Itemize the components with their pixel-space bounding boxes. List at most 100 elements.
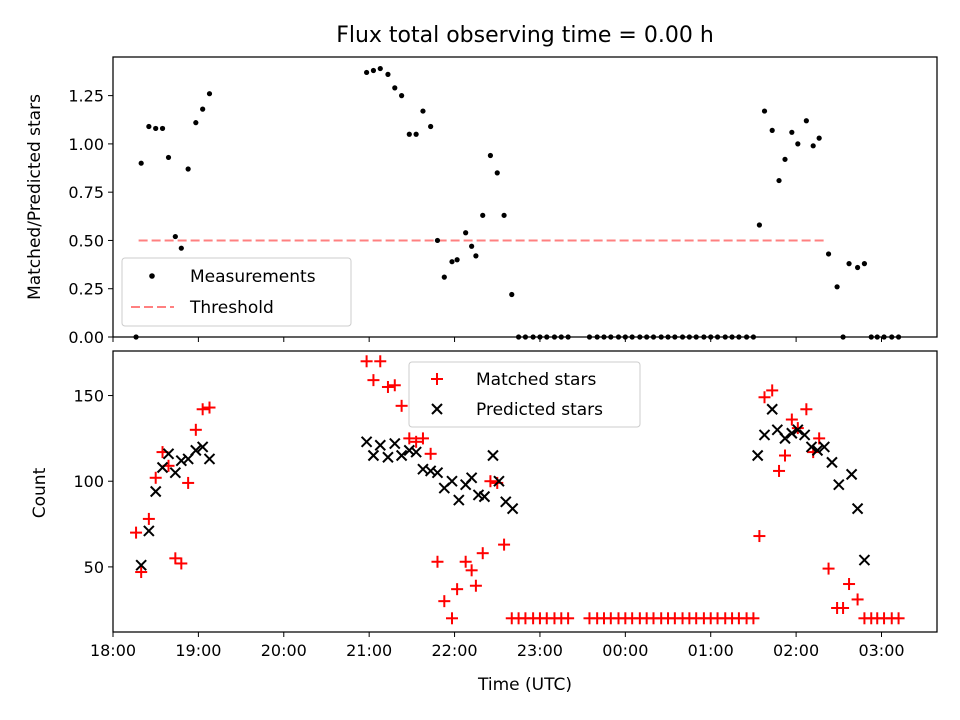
matched-star-point xyxy=(175,557,188,570)
measurement-point xyxy=(193,120,199,126)
bottom-data xyxy=(130,355,905,625)
measurement-point xyxy=(413,131,419,137)
top-yticks: 0.00 0.25 0.50 0.75 1.00 1.25 xyxy=(68,87,113,347)
predicted-star-point xyxy=(805,441,818,453)
matched-star-point xyxy=(395,399,408,412)
matched-star-point xyxy=(469,579,482,592)
predicted-star-point xyxy=(424,465,437,477)
matched-star-point xyxy=(851,593,864,606)
measurement-point xyxy=(834,284,840,290)
measurement-point xyxy=(449,259,455,265)
predicted-star-point xyxy=(203,453,216,465)
bottom-legend-box xyxy=(408,361,641,428)
measurement-point xyxy=(480,212,486,218)
measurement-point xyxy=(364,69,370,76)
top-axes-frame xyxy=(112,56,938,338)
measurement-point xyxy=(494,170,500,176)
matched-star-point xyxy=(766,384,779,397)
matched-star-point xyxy=(562,612,575,625)
predicted-star-point xyxy=(410,446,422,458)
predicted-star-point xyxy=(786,427,798,439)
predicted-star-point xyxy=(382,451,394,463)
legend-predicted-marker xyxy=(431,403,443,415)
predicted-star-point xyxy=(779,432,791,445)
bottom-yticks: 50 100 150 xyxy=(73,387,113,577)
measurement-point xyxy=(153,125,159,132)
bottom-xtick-label: 23:00 xyxy=(517,641,563,660)
matched-star-point xyxy=(416,432,429,445)
matched-star-point xyxy=(130,526,143,539)
matched-star-point xyxy=(785,413,798,426)
predicted-star-point xyxy=(493,475,505,487)
bottom-xticks: 18:00 19:00 20:00 21:00 22:00 23:00 00:00 01:00… xyxy=(90,632,905,660)
bottom-axes-frame xyxy=(112,350,938,633)
matched-star-point xyxy=(773,464,786,477)
legend-threshold-label: Threshold xyxy=(189,298,274,318)
matched-star-point xyxy=(388,379,401,392)
predicted-star-point xyxy=(845,468,858,481)
measurement-point xyxy=(385,71,391,77)
matched-star-point xyxy=(360,355,373,368)
measurement-point xyxy=(185,166,191,172)
measurement-point xyxy=(206,91,213,97)
matched-star-point xyxy=(424,447,437,460)
bottom-xtick-label: 03:00 xyxy=(858,641,904,660)
measurement-point xyxy=(776,177,782,184)
matched-star-point xyxy=(822,562,835,575)
bottom-xtick-label: 19:00 xyxy=(175,641,221,660)
top-ytick-label: 1.00 xyxy=(68,135,104,154)
measurement-point xyxy=(769,127,775,133)
measurement-point xyxy=(463,230,469,236)
predicted-star-point xyxy=(143,525,155,537)
measurement-point xyxy=(434,237,441,244)
predicted-star-point xyxy=(395,449,408,462)
measurement-point xyxy=(861,261,868,267)
predicted-star-point xyxy=(196,441,209,453)
bottom-legend: Matched stars Predicted stars xyxy=(408,361,641,428)
matched-star-point xyxy=(779,449,792,462)
matched-star-point xyxy=(182,476,195,489)
bottom-ytick-label: 100 xyxy=(73,472,104,491)
matched-star-point xyxy=(837,602,850,615)
measurement-point xyxy=(428,123,434,130)
measurement-point xyxy=(509,291,515,298)
top-ytick-label: 0.50 xyxy=(68,231,104,250)
measurement-point xyxy=(420,108,426,114)
measurement-point xyxy=(441,274,447,280)
measurement-point xyxy=(146,123,152,130)
measurement-point xyxy=(846,261,852,267)
legend-predicted-label: Predicted stars xyxy=(476,400,603,420)
matched-star-point xyxy=(451,583,464,596)
matched-star-point xyxy=(791,422,804,435)
predicted-star-point xyxy=(446,475,458,487)
matched-star-point xyxy=(445,612,458,625)
predicted-star-point xyxy=(453,494,465,506)
measurement-point xyxy=(469,243,475,249)
measurement-point xyxy=(377,65,383,72)
measurement-point xyxy=(803,118,809,124)
legend-measurements-label: Measurements xyxy=(190,267,316,287)
measurement-point xyxy=(761,108,768,114)
top-ytick-label: 1.25 xyxy=(68,87,104,106)
top-panel: Flux total observing time = 0.00 h Match… xyxy=(25,23,938,347)
bottom-xtick-label: 02:00 xyxy=(773,641,819,660)
predicted-star-point xyxy=(851,502,864,515)
bottom-xtick-label: 21:00 xyxy=(346,641,392,660)
bottom-ytick-label: 150 xyxy=(73,387,104,406)
matched-star-point xyxy=(203,401,216,414)
predicted-star-point xyxy=(431,466,444,479)
matched-star-point xyxy=(465,564,478,577)
predicted-star-point xyxy=(175,454,188,467)
top-ylabel: Matched/Predicted stars xyxy=(25,94,45,300)
matched-star-point xyxy=(498,538,511,551)
predicted-star-point xyxy=(833,478,845,491)
matched-star-point xyxy=(367,374,380,387)
measurement-point xyxy=(138,160,144,166)
matched-star-point xyxy=(758,391,771,404)
measurement-point xyxy=(172,233,178,240)
bottom-ytick-label: 50 xyxy=(84,558,104,577)
matched-star-point xyxy=(410,435,423,448)
matched-star-point xyxy=(747,612,760,625)
measurement-point xyxy=(200,106,206,112)
measurement-point xyxy=(795,141,801,147)
